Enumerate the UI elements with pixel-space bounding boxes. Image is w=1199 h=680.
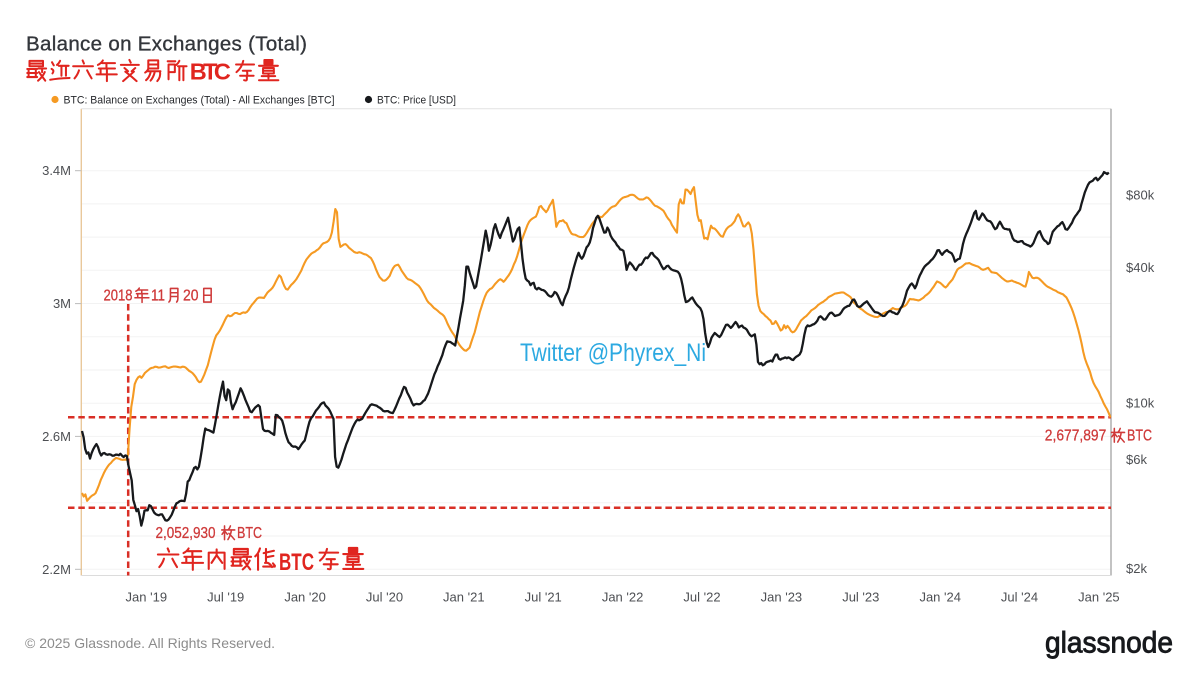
svg-text:2018: 2018	[104, 288, 133, 305]
svg-text:2.2M: 2.2M	[42, 562, 71, 577]
svg-text:glassnode: glassnode	[1045, 627, 1173, 660]
svg-text:BTC: Price [USD]: BTC: Price [USD]	[377, 95, 456, 107]
svg-text:BTC: Balance on Exchanges (Tot: BTC: Balance on Exchanges (Total) - All …	[64, 95, 335, 107]
svg-text:20: 20	[183, 288, 199, 305]
svg-text:Jul '24: Jul '24	[1001, 590, 1038, 605]
svg-text:$40k: $40k	[1126, 260, 1155, 275]
svg-text:Jan '20: Jan '20	[284, 590, 326, 605]
svg-text:BTC: BTC	[190, 59, 231, 85]
svg-text:$80k: $80k	[1126, 188, 1155, 203]
svg-text:$2k: $2k	[1126, 561, 1147, 576]
svg-text:11: 11	[151, 288, 165, 305]
svg-text:3M: 3M	[53, 296, 71, 311]
svg-text:Jul '20: Jul '20	[366, 590, 403, 605]
svg-text:Jul '19: Jul '19	[207, 590, 244, 605]
svg-text:Jan '23: Jan '23	[761, 590, 803, 605]
svg-text:2,677,897: 2,677,897	[1045, 428, 1107, 445]
svg-text:Balance on Exchanges (Total): Balance on Exchanges (Total)	[26, 33, 307, 56]
svg-text:Jul '21: Jul '21	[525, 590, 562, 605]
svg-text:2.6M: 2.6M	[42, 429, 71, 444]
svg-text:Jan '24: Jan '24	[919, 590, 961, 605]
svg-text:$6k: $6k	[1126, 452, 1147, 467]
svg-text:Jul '23: Jul '23	[842, 590, 879, 605]
svg-text:Jul '22: Jul '22	[683, 590, 720, 605]
svg-text:Jan '21: Jan '21	[443, 590, 485, 605]
svg-text:Jan '22: Jan '22	[602, 590, 644, 605]
svg-text:3.4M: 3.4M	[42, 163, 71, 178]
svg-text:BTC: BTC	[279, 549, 314, 576]
svg-text:Jan '25: Jan '25	[1078, 590, 1120, 605]
svg-text:BTC: BTC	[1127, 428, 1152, 445]
svg-text:Twitter @Phyrex_Ni: Twitter @Phyrex_Ni	[520, 339, 706, 367]
svg-text:BTC: BTC	[237, 525, 262, 542]
svg-text:$10k: $10k	[1126, 396, 1155, 411]
svg-text:Jan '19: Jan '19	[126, 590, 168, 605]
svg-text:© 2025 Glassnode. All Rights R: © 2025 Glassnode. All Rights Reserved.	[25, 635, 275, 651]
svg-text:2,052,930: 2,052,930	[156, 525, 216, 542]
